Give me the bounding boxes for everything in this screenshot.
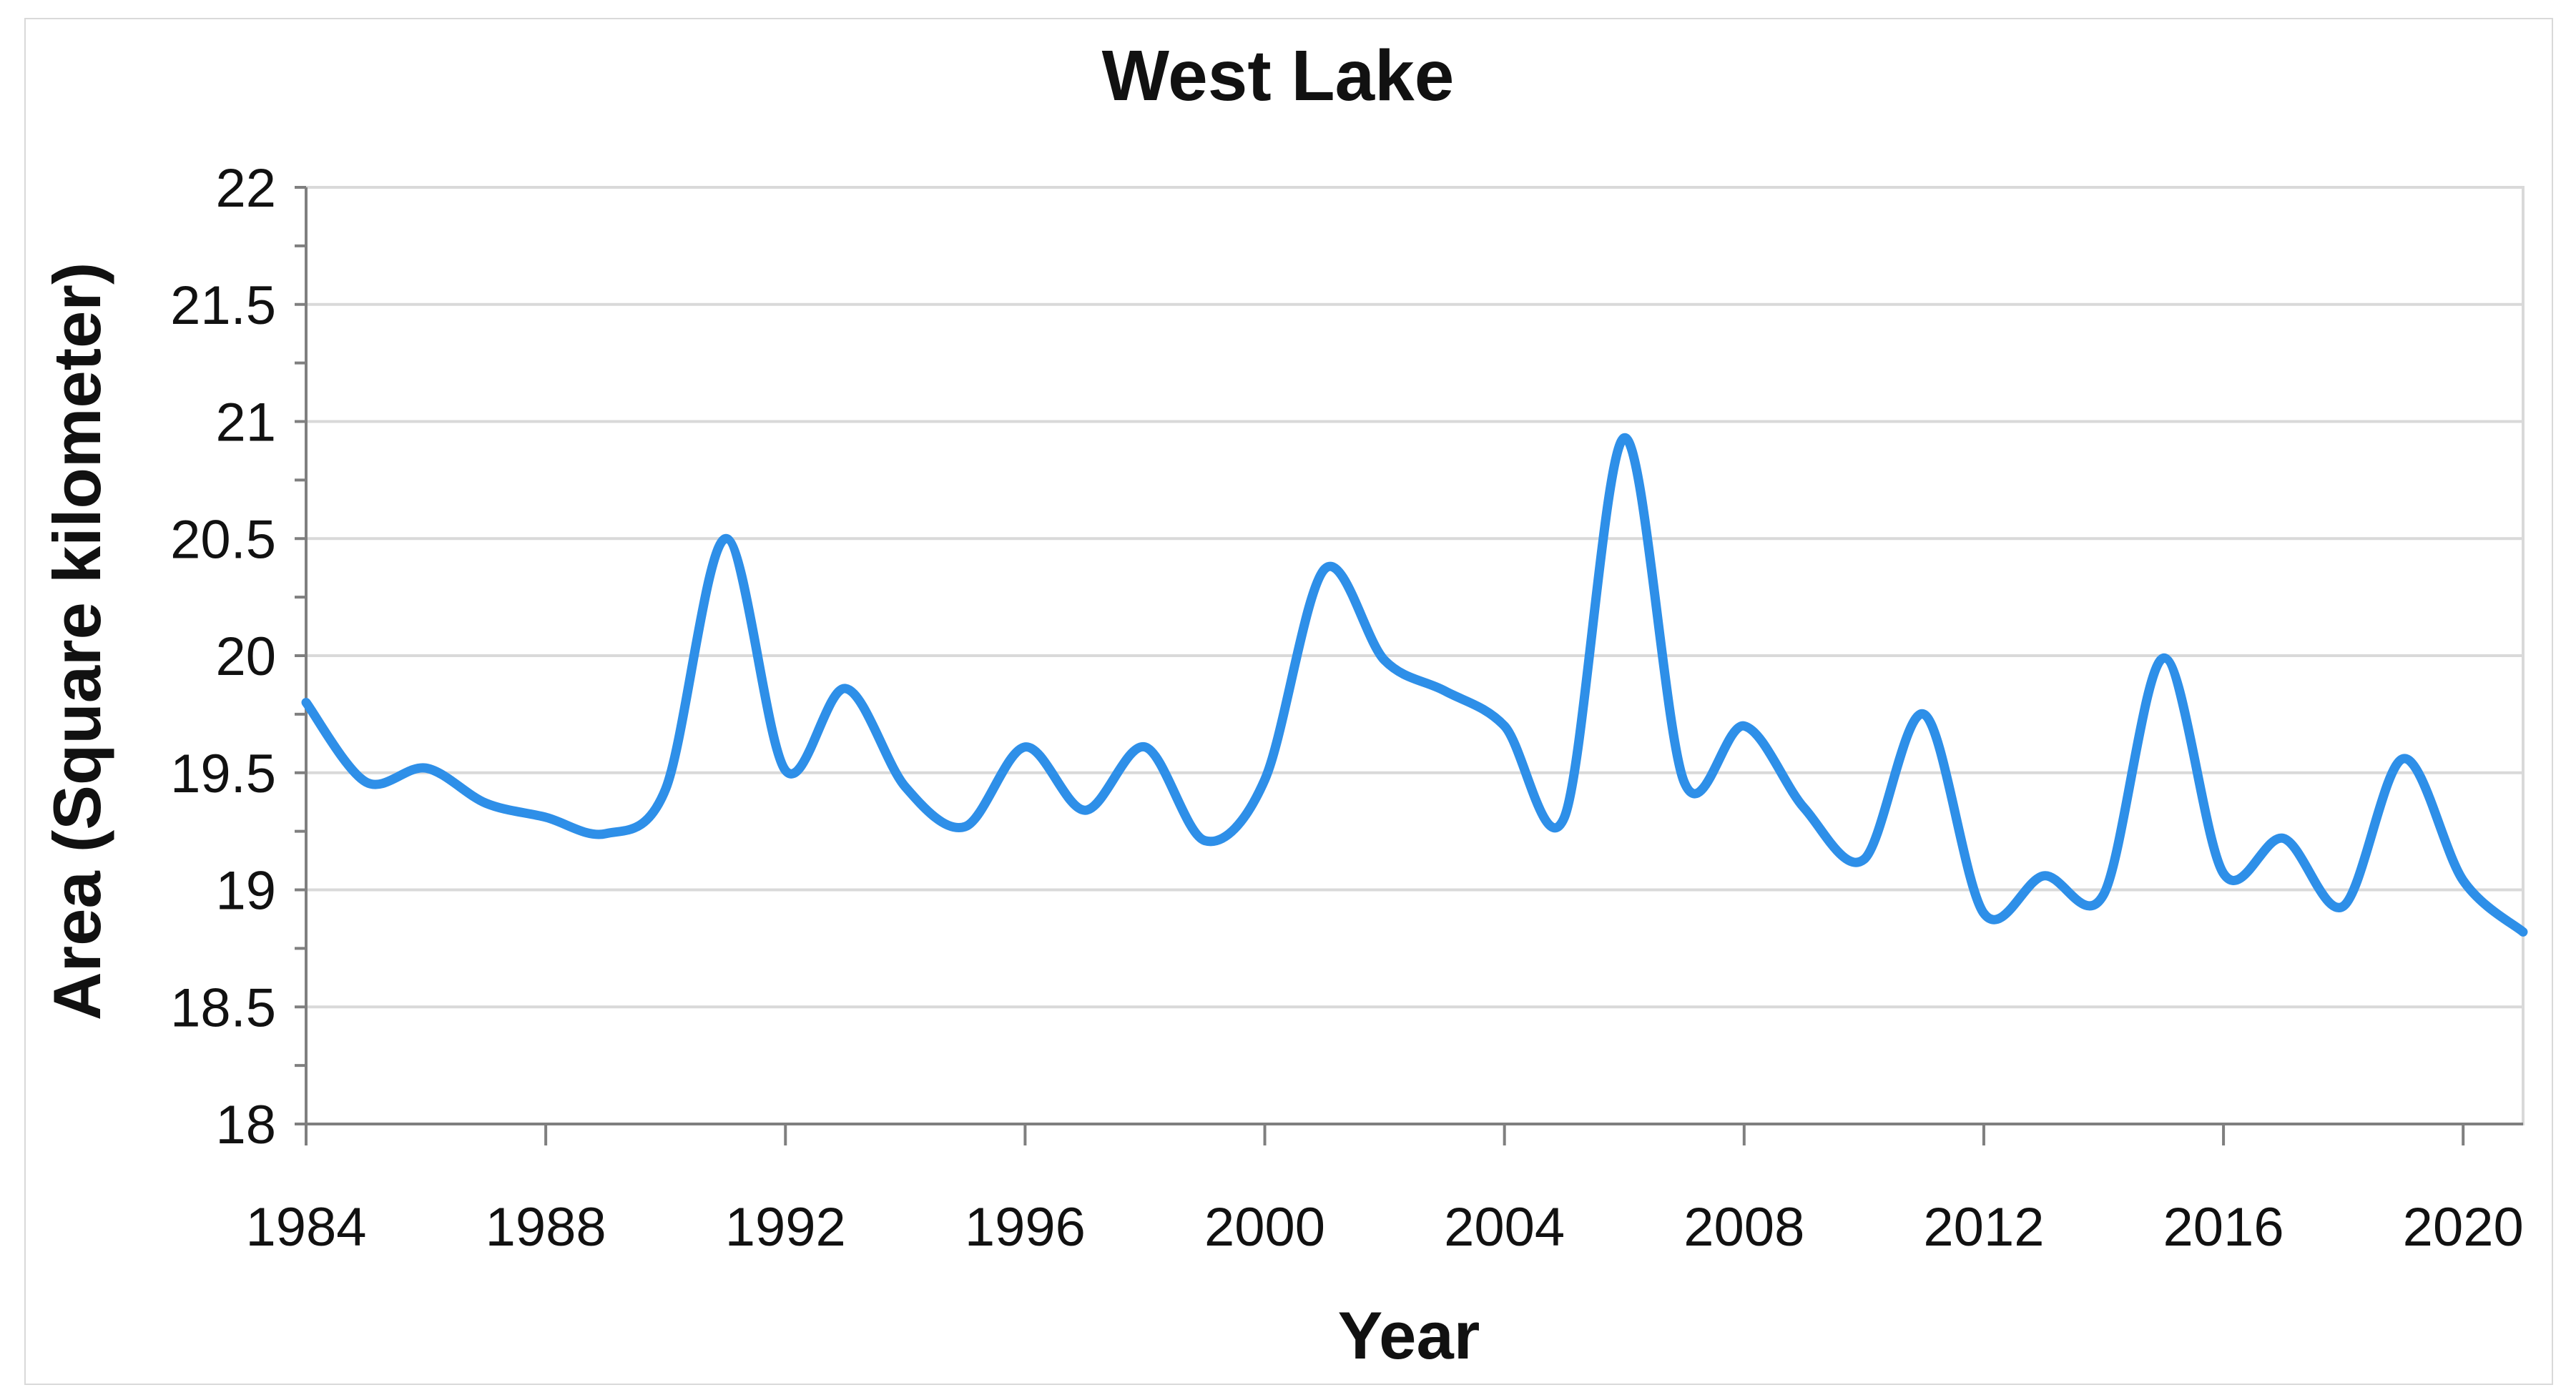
- x-tick-label: 1984: [245, 1197, 366, 1258]
- y-tick-label: 20: [215, 626, 276, 687]
- x-tick-label: 2016: [2163, 1197, 2284, 1258]
- y-tick-label: 19: [215, 861, 276, 922]
- tick-labels: 18 18.5 19 19.5 20 20.5 21 21.5 22 1984 1988 1992 19…: [170, 158, 2524, 1258]
- x-tick-label: 2020: [2403, 1197, 2524, 1258]
- series-layer: [301, 433, 2528, 937]
- x-tick-label: 1996: [965, 1197, 1086, 1258]
- y-tick-label: 22: [215, 158, 276, 219]
- y-tick-label: 18.5: [170, 977, 276, 1038]
- x-tick-label: 1992: [725, 1197, 846, 1258]
- x-tick-label: 2012: [1923, 1197, 2044, 1258]
- axes: [295, 186, 2523, 1145]
- series-line: [301, 433, 2528, 937]
- y-tick-label: 20.5: [170, 509, 276, 570]
- y-axis-title: Area (Square kilometer): [39, 262, 114, 1020]
- x-axis-title: Year: [1338, 1298, 1480, 1373]
- x-tick-label: 2008: [1683, 1197, 1804, 1258]
- x-tick-label: 2000: [1204, 1197, 1325, 1258]
- chart-title: West Lake: [1102, 36, 1455, 116]
- x-tick-label: 2004: [1444, 1197, 1565, 1258]
- y-tick-label: 19.5: [170, 744, 276, 804]
- x-tick-label: 1988: [486, 1197, 606, 1258]
- y-tick-label: 21: [215, 393, 276, 453]
- gridlines: [306, 186, 2523, 1125]
- y-tick-label: 18: [215, 1095, 276, 1155]
- y-tick-label: 21.5: [170, 275, 276, 336]
